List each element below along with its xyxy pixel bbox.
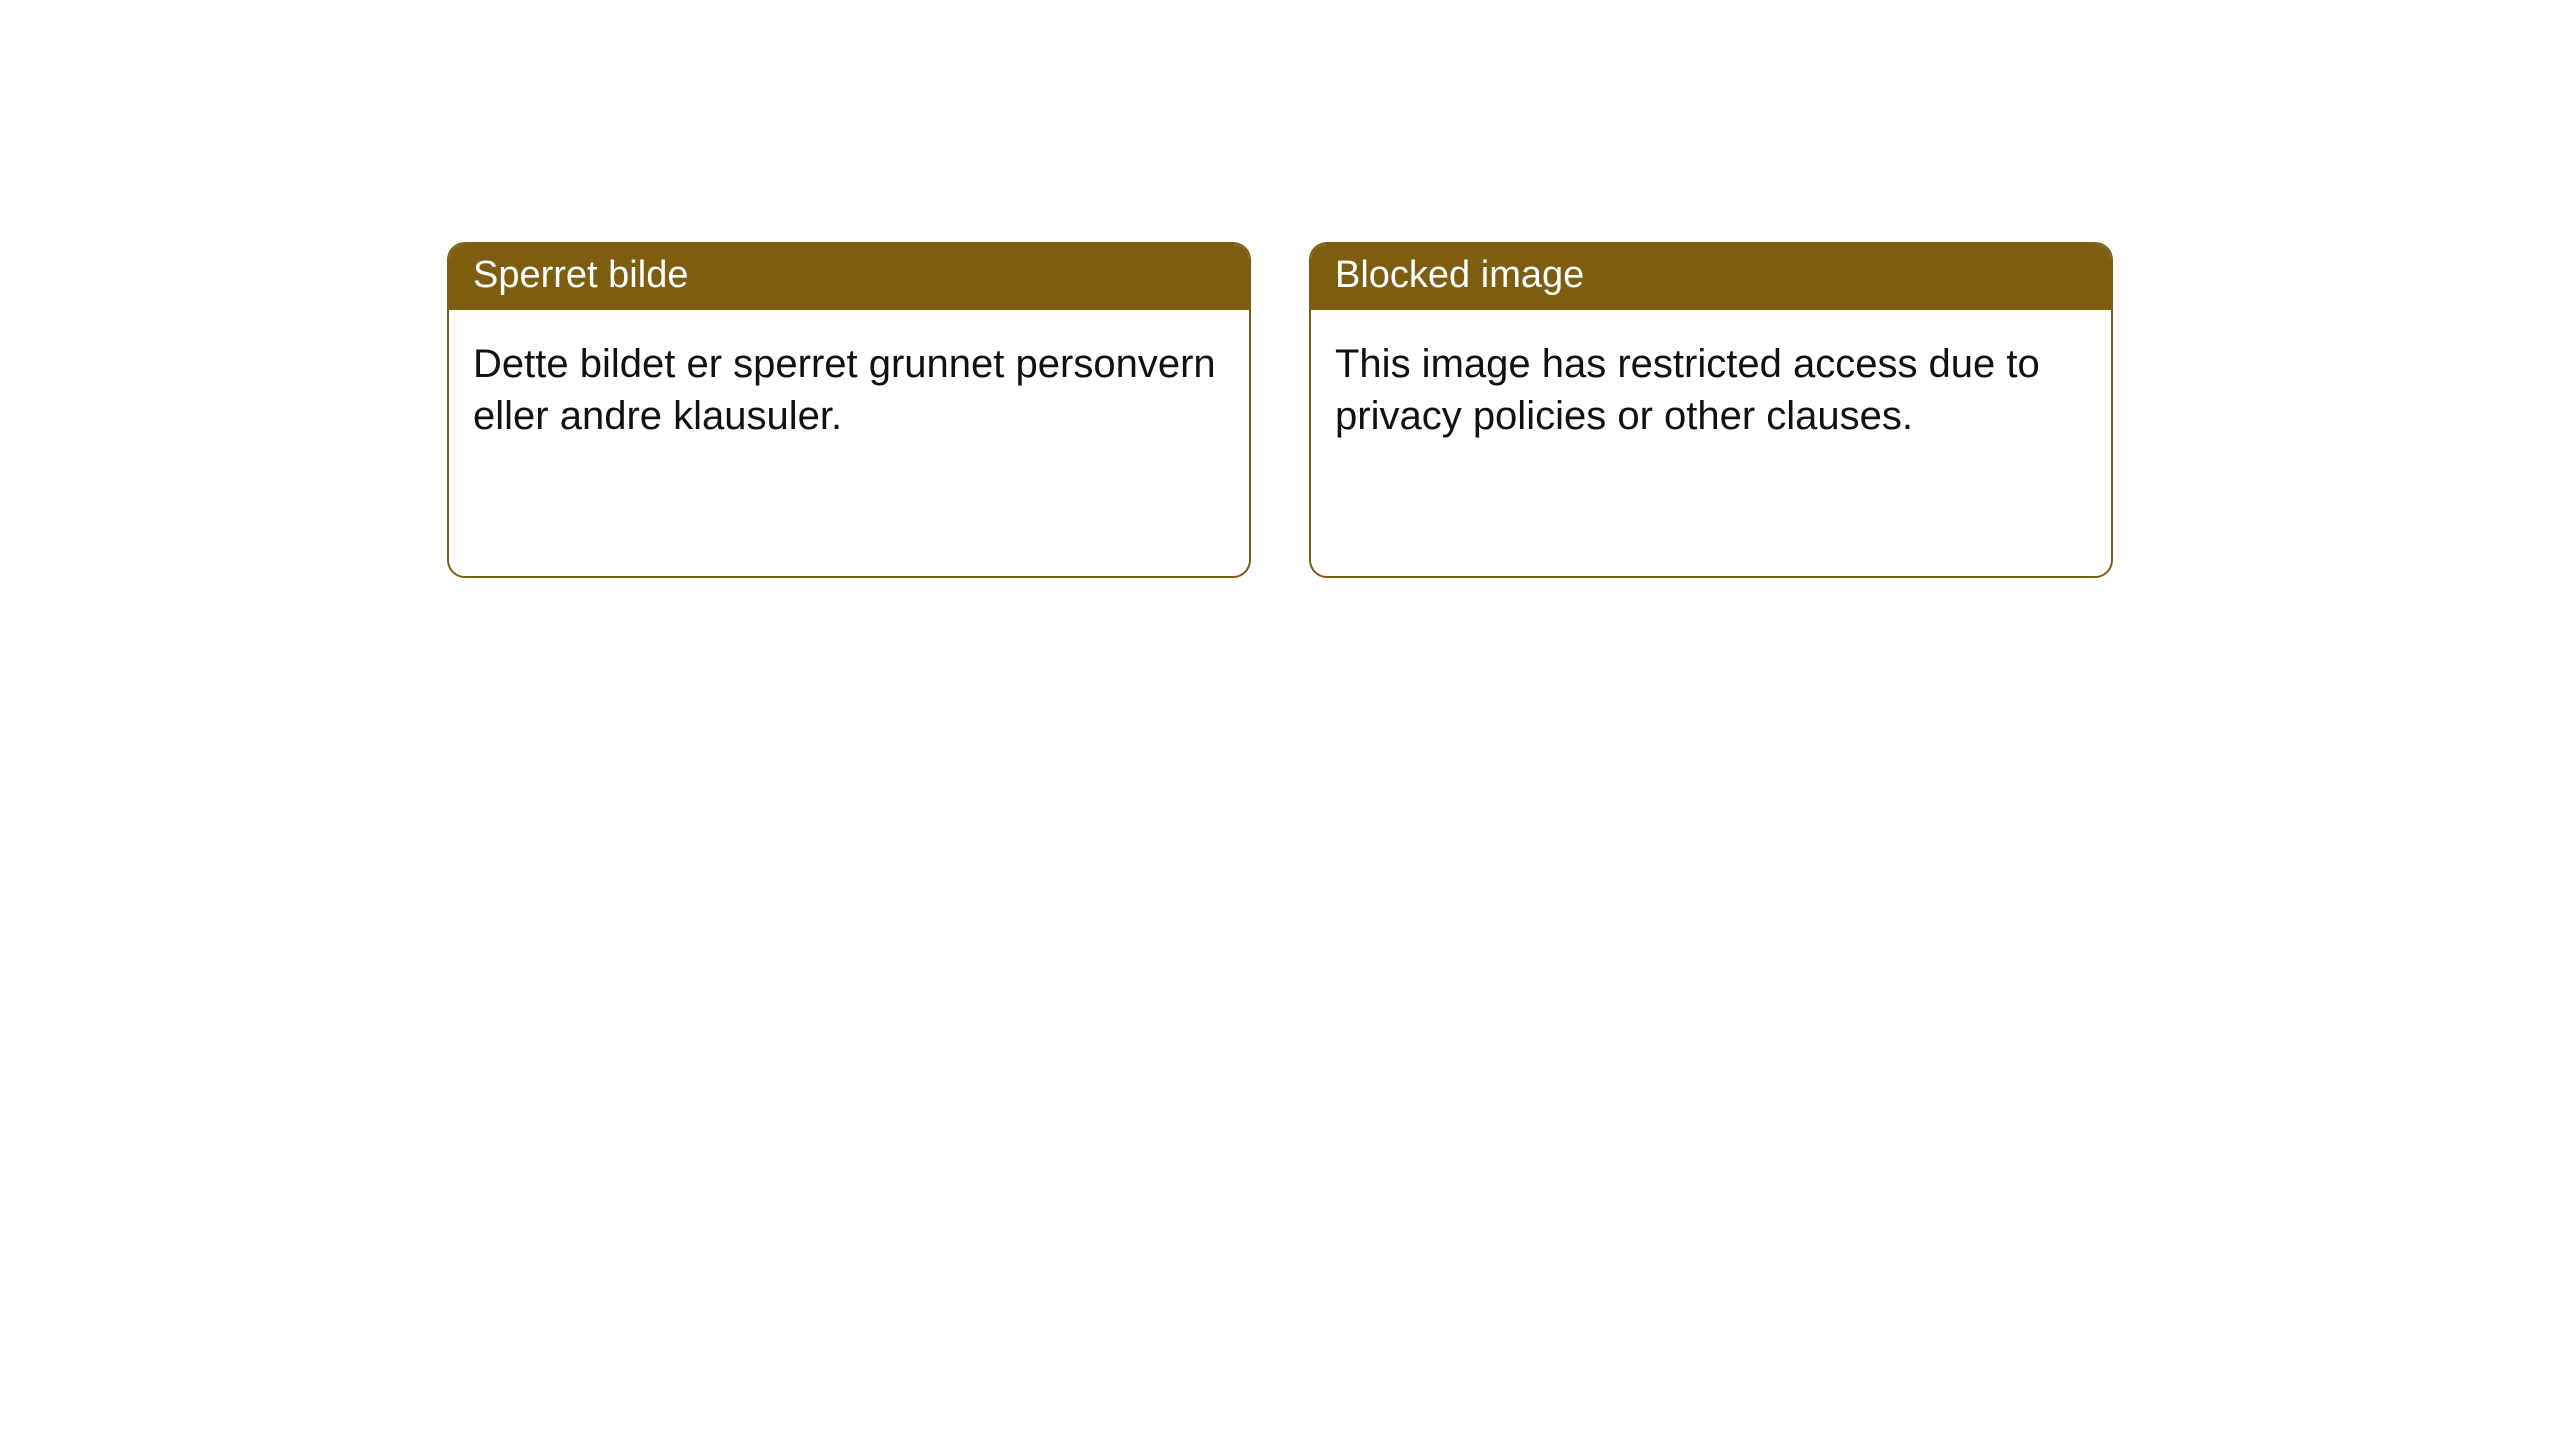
card-body-norwegian: Dette bildet er sperret grunnet personve… <box>449 310 1249 468</box>
card-header-norwegian: Sperret bilde <box>449 244 1249 310</box>
card-header-english: Blocked image <box>1311 244 2111 310</box>
blocked-image-card-norwegian: Sperret bilde Dette bildet er sperret gr… <box>447 242 1251 578</box>
blocked-image-card-english: Blocked image This image has restricted … <box>1309 242 2113 578</box>
page-canvas: Sperret bilde Dette bildet er sperret gr… <box>0 0 2560 1440</box>
card-body-english: This image has restricted access due to … <box>1311 310 2111 468</box>
